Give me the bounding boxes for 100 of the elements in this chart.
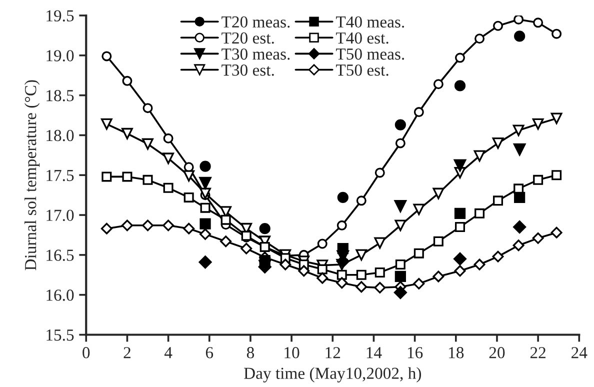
point xyxy=(413,204,425,216)
point xyxy=(374,267,385,278)
point xyxy=(336,220,347,230)
point xyxy=(199,176,212,190)
x-tick-label: 24 xyxy=(572,347,588,358)
legend-label: T30 est. xyxy=(222,64,274,76)
point xyxy=(102,51,112,62)
y-tick-label: 17.0 xyxy=(46,210,74,222)
x-tick-label: 14 xyxy=(366,347,382,358)
point xyxy=(454,159,466,172)
point xyxy=(454,265,466,277)
point xyxy=(533,174,544,185)
y-tick-label: 18.0 xyxy=(46,130,74,142)
point xyxy=(200,202,210,213)
point xyxy=(142,103,153,114)
x-tick-label: 20 xyxy=(489,347,505,358)
point xyxy=(394,119,406,130)
legend-label: T40 meas. xyxy=(336,16,404,28)
point xyxy=(514,15,524,24)
point xyxy=(240,242,252,254)
point xyxy=(336,270,347,280)
point xyxy=(512,240,524,252)
point xyxy=(317,238,328,249)
legend-label: T50 meas. xyxy=(336,48,404,60)
point xyxy=(532,232,544,244)
point xyxy=(200,160,211,172)
x-axis-title: Day time (May10,2002, h) xyxy=(244,367,422,382)
y-tick-label: 17.5 xyxy=(46,170,74,182)
point xyxy=(374,168,385,178)
point xyxy=(102,172,112,182)
point xyxy=(220,236,232,248)
point xyxy=(200,188,211,200)
x-tick-label: 22 xyxy=(530,347,546,358)
point xyxy=(142,220,154,232)
point xyxy=(163,133,174,144)
point xyxy=(121,220,133,232)
x-tick-label: 18 xyxy=(449,347,464,358)
y-tick-label: 19.0 xyxy=(46,50,74,62)
x-tick-label: 2 xyxy=(124,347,130,358)
point xyxy=(317,264,328,274)
point xyxy=(513,143,526,156)
point xyxy=(432,270,444,282)
point xyxy=(394,200,407,212)
legend-label: T20 meas. xyxy=(222,16,290,28)
point xyxy=(356,196,366,206)
point xyxy=(395,138,406,148)
point xyxy=(122,172,132,182)
point xyxy=(492,137,504,149)
point xyxy=(337,242,348,254)
point xyxy=(163,182,174,193)
point xyxy=(374,282,386,294)
point xyxy=(356,281,368,293)
point xyxy=(474,150,486,162)
point xyxy=(394,286,408,300)
point xyxy=(514,192,526,204)
point xyxy=(356,270,366,280)
point xyxy=(512,124,524,136)
point xyxy=(298,265,310,277)
point xyxy=(493,20,504,31)
point xyxy=(550,112,562,124)
point xyxy=(493,196,504,206)
point xyxy=(220,214,231,225)
point xyxy=(455,222,466,232)
point xyxy=(100,118,112,130)
point xyxy=(492,250,504,262)
legend-label: T20 est. xyxy=(222,32,274,44)
point xyxy=(552,28,562,39)
y-tick-label: 15.5 xyxy=(46,330,74,341)
point xyxy=(433,236,444,246)
y-tick-label: 16.5 xyxy=(46,250,74,261)
x-tick-label: 4 xyxy=(164,347,172,358)
x-tick-label: 6 xyxy=(206,347,214,358)
point xyxy=(474,34,485,44)
point xyxy=(200,228,212,240)
y-axis-title: Diurnal sol temperature (°C) xyxy=(24,80,40,270)
y-tick-label: 16.0 xyxy=(46,290,74,301)
point xyxy=(200,218,211,230)
x-tick-label: 8 xyxy=(246,347,254,358)
x-tick-label: 16 xyxy=(408,347,423,358)
point xyxy=(122,128,133,140)
point xyxy=(259,223,270,234)
point xyxy=(183,170,195,182)
point xyxy=(414,248,424,258)
point xyxy=(394,270,406,282)
point xyxy=(550,226,562,238)
point xyxy=(533,18,544,28)
point xyxy=(454,208,466,219)
point xyxy=(374,237,386,249)
legend-label: T40 est. xyxy=(336,32,388,44)
point xyxy=(336,277,348,289)
point xyxy=(316,272,328,284)
point xyxy=(280,258,292,270)
point xyxy=(162,152,174,164)
point xyxy=(514,30,526,42)
point xyxy=(183,222,195,234)
point xyxy=(198,256,212,269)
point xyxy=(455,52,466,63)
point xyxy=(142,174,153,185)
point xyxy=(512,220,526,234)
point xyxy=(394,220,406,232)
